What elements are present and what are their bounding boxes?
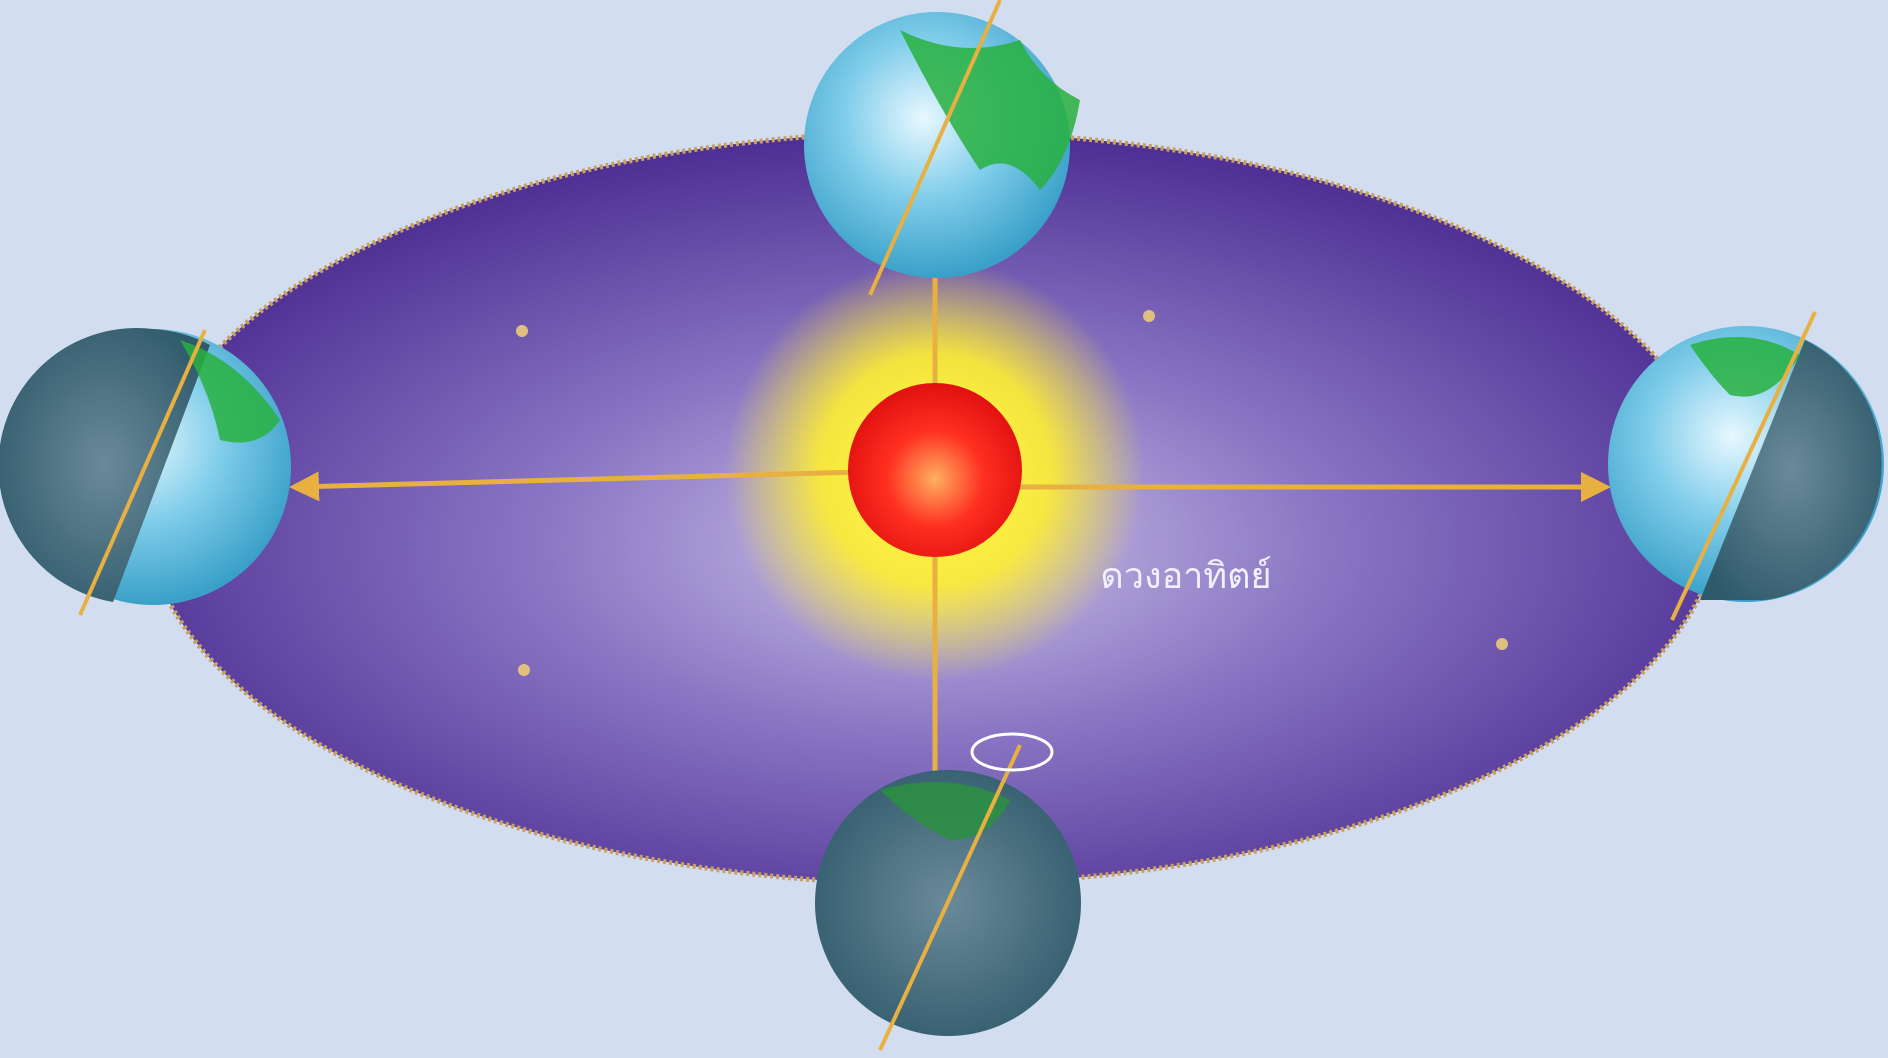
earth-right (1608, 311, 1884, 621)
earth-bottom (815, 744, 1081, 1051)
earth-top (804, 0, 1080, 296)
sun (848, 383, 1022, 557)
earth-left (0, 328, 291, 616)
sun-label: ดวงอาทิตย์ (1100, 556, 1271, 597)
stars (516, 310, 1508, 676)
rotation-indicator (970, 732, 1054, 772)
